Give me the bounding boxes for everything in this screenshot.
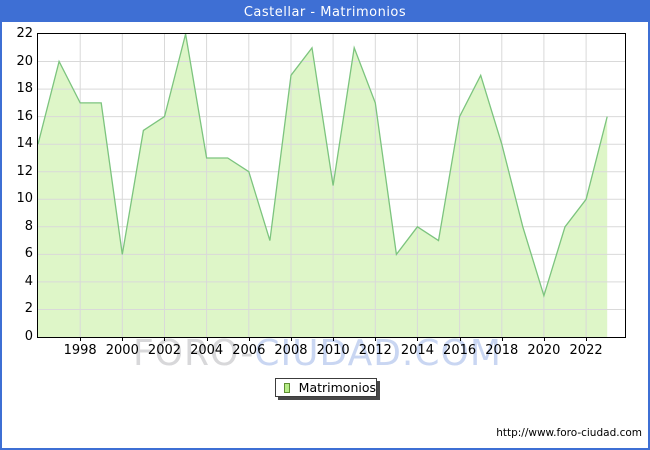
x-tick-label: 2000: [105, 343, 139, 358]
area-chart-svg: [38, 34, 625, 337]
y-tick-label: 4: [24, 273, 33, 289]
x-tick-label: 2018: [485, 343, 519, 358]
x-tick-label: 2008: [274, 343, 308, 358]
y-tick-label: 0: [24, 329, 33, 344]
x-tick-mark: [248, 338, 250, 341]
x-tick-mark: [333, 338, 335, 341]
x-tick-mark: [586, 338, 588, 341]
plot-area: [37, 33, 626, 338]
x-tick-mark: [417, 338, 419, 341]
y-tick-label: 6: [24, 246, 33, 262]
x-tick-mark: [122, 338, 124, 341]
y-tick-label: 18: [16, 81, 33, 97]
footer-url: http://www.foro-ciudad.com: [496, 427, 642, 439]
legend-label: Matrimonios: [298, 380, 376, 395]
y-axis-labels: 0 2 4 6 8 10 12 14 16 18 20 22: [2, 2, 33, 448]
x-tick-mark: [375, 338, 377, 341]
x-tick-mark: [290, 338, 292, 341]
y-tick-label: 16: [16, 108, 33, 124]
x-tick-label: 2020: [527, 343, 561, 358]
x-tick-label: 2006: [232, 343, 266, 358]
y-tick-label: 22: [16, 26, 33, 41]
area-series-fill: [38, 34, 608, 337]
y-tick-label: 20: [16, 53, 33, 69]
x-tick-label: 1998: [63, 343, 97, 358]
y-tick-label: 2: [24, 301, 33, 317]
area-series-outline: [38, 34, 608, 298]
legend-swatch-icon: [284, 382, 290, 393]
y-tick-label: 12: [16, 163, 33, 179]
x-tick-label: 2002: [147, 343, 182, 358]
x-tick-label: 2010: [316, 343, 350, 358]
x-tick-label: 2004: [190, 343, 224, 358]
x-tick-label: 2014: [400, 343, 434, 358]
x-tick-mark: [206, 338, 208, 341]
x-tick-label: 2016: [443, 343, 477, 358]
y-tick-label: 14: [16, 136, 33, 152]
watermark-gray-part: FORO-: [133, 333, 255, 374]
y-tick-label: 10: [16, 191, 33, 207]
x-axis-labels: 1998 2000 2002 2004 2006 2008 2010 2012 2014 2016…: [2, 343, 648, 359]
x-tick-mark: [80, 338, 82, 341]
x-tick-mark: [543, 338, 545, 341]
x-tick-mark: [501, 338, 503, 341]
chart-title: Castellar - Matrimonios: [243, 4, 407, 20]
x-tick-mark: [164, 338, 166, 341]
x-tick-label: 2012: [358, 343, 392, 358]
x-tick-label: 2022: [569, 343, 603, 358]
chart-title-bar: Castellar - Matrimonios: [2, 2, 648, 22]
y-tick-label: 8: [24, 218, 33, 234]
legend-box: Matrimonios: [275, 378, 377, 397]
x-tick-mark: [459, 338, 461, 341]
